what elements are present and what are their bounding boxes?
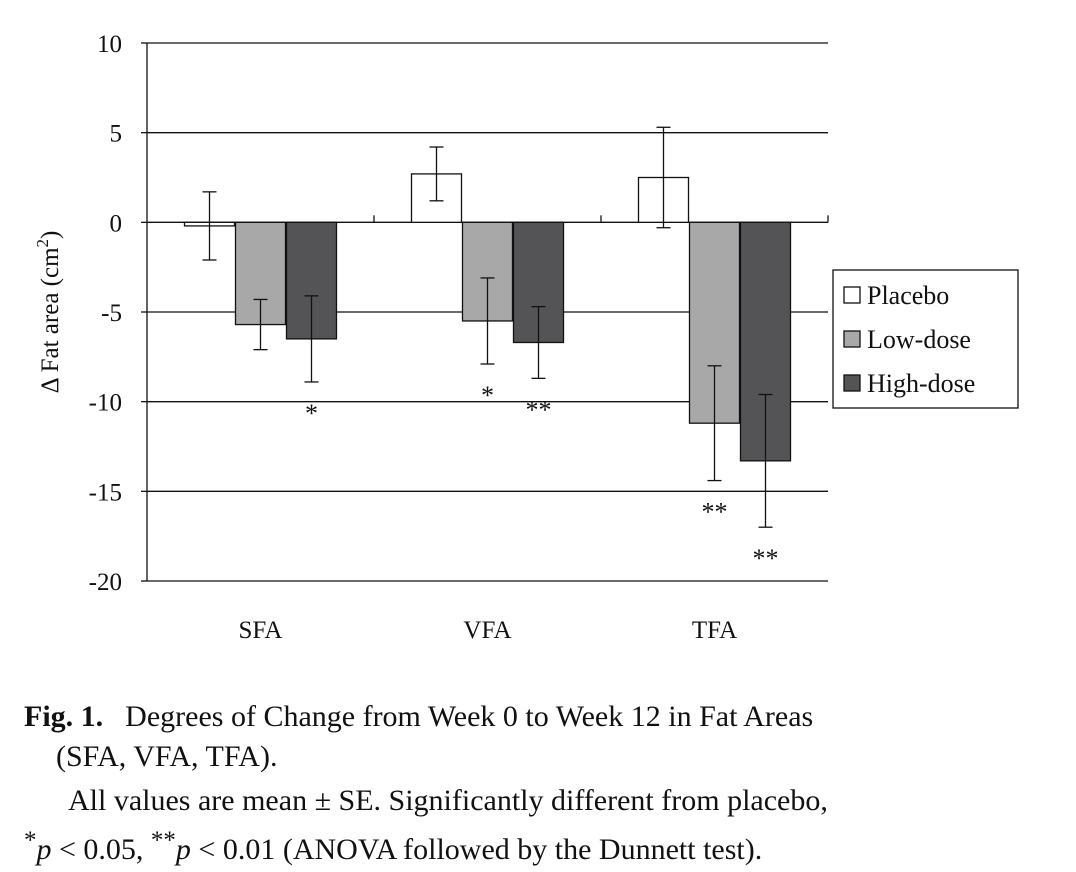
y-tick-label: -20: [89, 569, 122, 596]
legend-swatch-placebo: [843, 286, 861, 304]
y-axis-title-main: Δ Fat area (cm: [37, 247, 64, 393]
caption-note-line2: *p < 0.05, **p < 0.01 (ANOVA followed by…: [24, 821, 1024, 870]
significance-marker: *: [305, 399, 318, 428]
caption-note-line1: All values are mean ± SE. Significantly …: [68, 784, 828, 817]
significance-marker: **: [526, 395, 552, 424]
note-star-2: **: [150, 827, 176, 854]
bar-high-dose-sfa: [285, 221, 338, 340]
note-p-2: p: [175, 833, 191, 866]
x-axis-labels: SFA VFA TFA: [238, 617, 737, 644]
caption-title-line2: (SFA, VFA, TFA).: [56, 740, 278, 773]
x-tick-label: VFA: [463, 617, 511, 644]
x-tick-label: TFA: [692, 617, 737, 644]
legend-swatch-low-dose: [843, 330, 861, 348]
y-axis-title: Δ Fat area (cm2): [33, 231, 64, 394]
y-axis-title-sup: 2: [33, 239, 52, 248]
legend-box: [832, 269, 1019, 409]
significance-marker: **: [702, 498, 728, 527]
note-end: < 0.01 (ANOVA followed by the Dunnett te…: [190, 833, 763, 866]
y-tick-label: -10: [89, 390, 122, 417]
y-axis-title-close: ): [37, 231, 64, 239]
legend: Placebo Low-dose High-dose: [832, 269, 1019, 409]
figure-caption-title: Fig. 1. Degrees of Change from Week 0 to …: [24, 697, 1024, 777]
legend-label-high-dose: High-dose: [867, 369, 975, 398]
y-tick-label: 0: [110, 210, 123, 237]
y-tick-label: -5: [101, 300, 122, 327]
y-tick-label: 10: [97, 31, 122, 58]
y-axis: 10 5 0 -5 -10 -15 -20: [89, 31, 148, 596]
figure-label: Fig. 1.: [24, 700, 104, 733]
y-tick-label: 5: [110, 121, 123, 148]
legend-swatch-high-dose: [843, 374, 861, 392]
caption-title-line1: Degrees of Change from Week 0 to Week 12…: [125, 700, 814, 733]
significance-marker: *: [481, 381, 494, 410]
figure-caption-note: All values are mean ± SE. Significantly …: [24, 781, 1024, 870]
significance-marker: **: [753, 544, 779, 573]
y-tick-label: -15: [89, 479, 122, 506]
legend-label-placebo: Placebo: [867, 281, 949, 310]
x-tick-label: SFA: [238, 617, 282, 644]
bars: ** ******: [183, 126, 792, 573]
legend-label-low-dose: Low-dose: [867, 325, 971, 354]
note-p-1: p: [36, 833, 52, 866]
note-mid: < 0.05,: [51, 833, 151, 866]
note-star-1: *: [24, 827, 37, 854]
